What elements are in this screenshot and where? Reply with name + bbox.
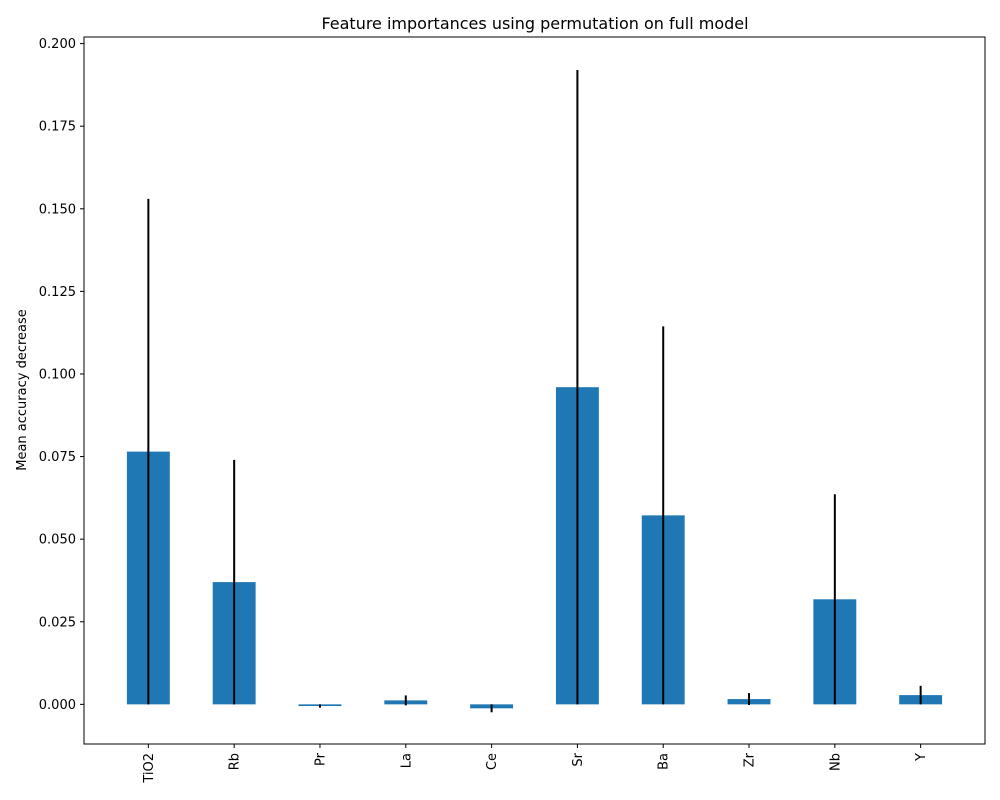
y-tick-label: 0.150 [39, 202, 76, 217]
x-axis-ticks: TiO2 Rb Pr La Ce Sr Ba Zr Nb Y [142, 744, 929, 784]
plot-frame [83, 36, 986, 745]
chart-title: Feature importances using permutation on… [321, 14, 748, 33]
bars-group [126, 387, 943, 709]
x-tick-label-zr: Zr [743, 752, 758, 767]
error-bars-group [147, 70, 922, 713]
y-tick-label: 0.025 [39, 615, 76, 630]
y-tick-label: 0.125 [39, 285, 76, 300]
y-tick-label: 0.050 [39, 533, 76, 548]
x-tick-label-ba: Ba [657, 753, 672, 770]
x-tick-label-nb: Nb [828, 753, 843, 771]
y-axis-label: Mean accuracy decrease [15, 309, 30, 471]
x-tick-label-rb: Rb [228, 753, 243, 770]
y-tick-label: 0.100 [39, 367, 76, 382]
x-tick-label-pr: Pr [313, 752, 328, 766]
y-tick-label: 0.200 [39, 37, 76, 52]
y-tick-label: 0.075 [39, 450, 76, 465]
x-tick-label-la: La [399, 753, 414, 768]
x-tick-label-y: Y [914, 753, 929, 762]
x-tick-label-tio2: TiO2 [142, 753, 157, 784]
y-axis-ticks: 0.000 0.025 0.050 0.075 0.100 0.125 0.150 0.175… [39, 37, 84, 713]
y-tick-label: 0.175 [39, 120, 76, 135]
x-tick-label-sr: Sr [571, 752, 586, 766]
y-tick-label: 0.000 [39, 698, 76, 713]
x-tick-label-ce: Ce [485, 753, 500, 770]
